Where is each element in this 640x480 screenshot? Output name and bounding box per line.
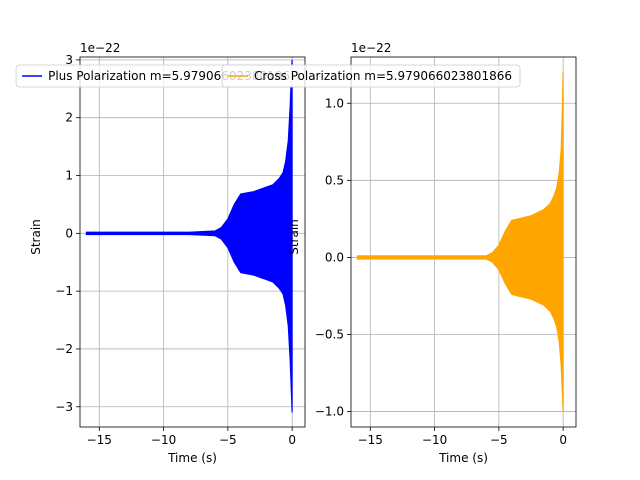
legend-box <box>221 64 521 88</box>
y-tick-label: 1.0 <box>325 96 344 110</box>
series-waveform <box>85 59 293 413</box>
axes-frame <box>79 56 306 428</box>
chart-2: −15 −10 −5 0 −1.0 −0.5 0.0 0.5 1.0 1e−22 Time (s) S… <box>221 41 577 465</box>
y-axis-label: Strain <box>287 219 301 255</box>
y-tick-label: −0.5 <box>315 328 344 342</box>
x-tick-label: −5 <box>219 433 237 447</box>
y-tick-label: −1 <box>55 284 73 298</box>
x-tick-label: −5 <box>490 433 508 447</box>
x-tick-label: 0 <box>288 433 296 447</box>
x-tick-label: −15 <box>358 433 383 447</box>
x-axis-label: Time (s) <box>167 451 217 465</box>
series-waveform <box>356 72 564 412</box>
y-tick-label: 1 <box>65 169 73 183</box>
y-offset-label: 1e−22 <box>80 41 120 55</box>
legend: Cross Polarization m=5.979066023801866 <box>221 64 521 88</box>
y-tick-label: 3 <box>65 53 73 67</box>
x-tick-label: 0 <box>559 433 567 447</box>
y-axis-label: Strain <box>29 219 43 255</box>
axes-frame <box>350 56 577 428</box>
x-axis-label: Time (s) <box>438 451 488 465</box>
y-offset-label: 1e−22 <box>351 41 391 55</box>
y-tick-label: 2 <box>65 111 73 125</box>
y-tick-label: 0.0 <box>325 250 344 264</box>
legend-label: Cross Polarization m=5.979066023801866 <box>254 69 512 83</box>
y-tick-label: 0 <box>65 226 73 240</box>
y-tick-label: −3 <box>55 400 73 414</box>
x-tick-label: −10 <box>151 433 176 447</box>
x-tick-label: −15 <box>87 433 112 447</box>
y-tick-label: −1.0 <box>315 405 344 419</box>
x-tick-label: −10 <box>422 433 447 447</box>
y-tick-label: −2 <box>55 342 73 356</box>
y-tick-label: 0.5 <box>325 173 344 187</box>
